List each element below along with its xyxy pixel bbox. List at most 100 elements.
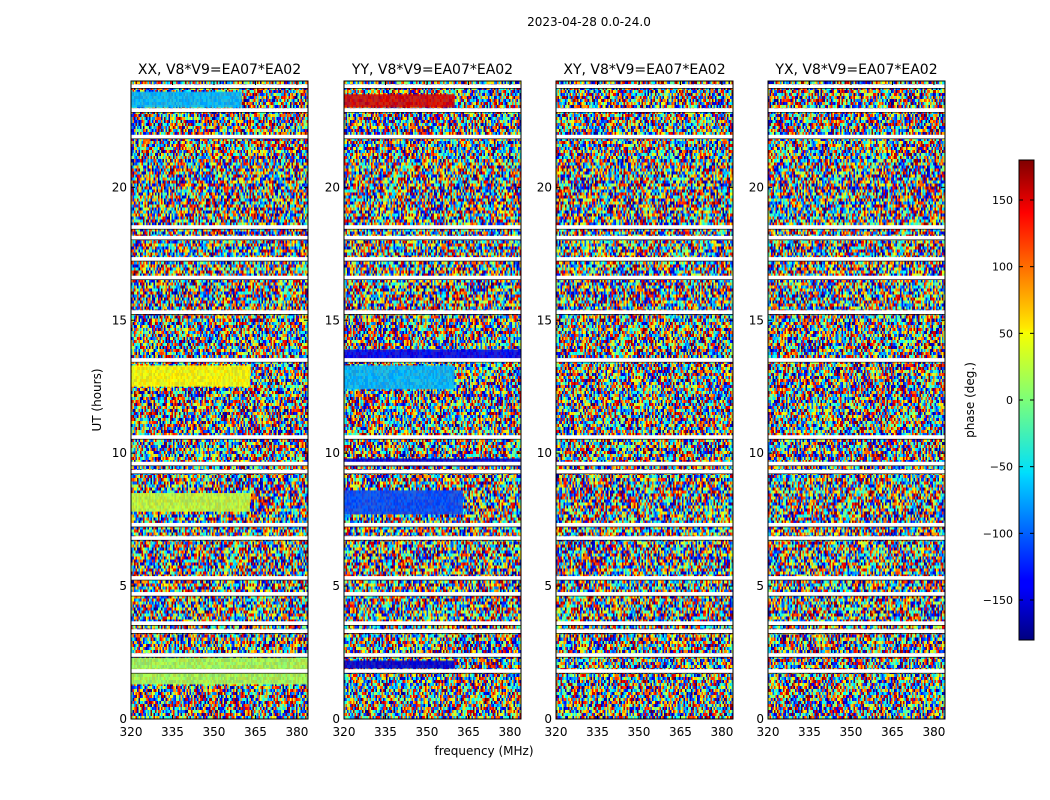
flagged-row-19	[556, 84, 733, 89]
flagged-row-0	[556, 669, 733, 674]
flagged-row-18	[344, 108, 521, 113]
y-tick-label: 5	[119, 579, 127, 593]
flagged-row-11	[344, 358, 521, 363]
flagged-row-14	[768, 257, 945, 262]
flagged-row-3	[344, 621, 521, 626]
colorbar: −150 −100 −50 0 50 100 150 phase (deg.)	[963, 159, 1035, 641]
flagged-row-7	[556, 522, 733, 527]
x-tick-label: 365	[669, 725, 692, 739]
flagged-row-17	[768, 134, 945, 139]
flagged-row-15	[768, 235, 945, 240]
flagged-row-18	[131, 108, 308, 113]
x-tick-label: 335	[798, 725, 821, 739]
flagged-row-12	[131, 310, 308, 315]
flagged-row-0	[131, 669, 308, 674]
flagged-row-14	[344, 257, 521, 262]
flagged-row-17	[556, 134, 733, 139]
flagged-row-16	[344, 225, 521, 230]
y-tick-label: 20	[749, 180, 764, 194]
coherent-band-0	[344, 660, 455, 669]
colorbar-ticks: −150 −100 −50 0 50 100 150	[983, 194, 1034, 607]
flagged-row-8	[556, 469, 733, 474]
flagged-row-8	[344, 469, 521, 474]
flagged-row-12	[556, 310, 733, 315]
x-tick-label: 365	[244, 725, 267, 739]
flagged-row-4	[768, 592, 945, 597]
y-tick-label: 0	[544, 712, 552, 726]
flagged-row-1	[131, 653, 308, 658]
flagged-row-3	[131, 621, 308, 626]
flagged-row-15	[556, 235, 733, 240]
flagged-row-7	[131, 522, 308, 527]
phase-noise-raster	[131, 81, 308, 719]
flagged-row-0	[768, 669, 945, 674]
flagged-row-11	[131, 358, 308, 363]
figure-suptitle: 2023-04-28 0.0-24.0	[527, 15, 651, 29]
flagged-row-1	[768, 653, 945, 658]
flagged-row-0	[344, 669, 521, 674]
flagged-row-10	[556, 435, 733, 440]
flagged-row-18	[556, 108, 733, 113]
flagged-row-17	[344, 134, 521, 139]
x-tick-label: 380	[922, 725, 945, 739]
panels-layer: XX, V8*V9=EA07*EA02 320 335 350 365 380 0 5 10 15…	[112, 62, 946, 739]
phase-noise-raster	[556, 81, 733, 719]
x-tick-label: 320	[333, 725, 356, 739]
y-tick-label: 5	[544, 579, 552, 593]
flagged-row-13	[131, 275, 308, 280]
x-tick-label: 335	[161, 725, 184, 739]
y-tick-label: 10	[112, 446, 127, 460]
coherent-band-5	[344, 94, 455, 108]
flagged-row-11	[556, 358, 733, 363]
y-tick-label: 20	[325, 180, 340, 194]
x-tick-label: 350	[203, 725, 226, 739]
flagged-row-18	[768, 108, 945, 113]
flagged-row-4	[344, 592, 521, 597]
phase-noise-raster	[344, 81, 521, 719]
flagged-row-9	[556, 461, 733, 466]
flagged-row-13	[344, 275, 521, 280]
x-tick-label: 320	[757, 725, 780, 739]
y-tick-label: 5	[756, 579, 764, 593]
y-tick-label: 15	[749, 313, 764, 327]
flagged-row-15	[131, 235, 308, 240]
y-tick-label: 0	[756, 712, 764, 726]
flagged-row-3	[556, 621, 733, 626]
flagged-row-16	[556, 225, 733, 230]
panel-xx: XX, V8*V9=EA07*EA02 320 335 350 365 380 0 5 10 15…	[112, 62, 309, 739]
flagged-row-19	[344, 84, 521, 89]
flagged-row-12	[768, 310, 945, 315]
panel-title: XX, V8*V9=EA07*EA02	[138, 62, 301, 78]
flagged-row-3	[768, 621, 945, 626]
panel-frame	[767, 80, 946, 720]
y-tick-label: 15	[537, 313, 552, 327]
flagged-row-9	[131, 461, 308, 466]
flagged-row-14	[556, 257, 733, 262]
y-tick-label: 20	[537, 180, 552, 194]
flagged-row-10	[768, 435, 945, 440]
colorbar-label: phase (deg.)	[963, 362, 977, 438]
coherent-band-3	[344, 365, 455, 390]
panel-yy: YY, V8*V9=EA07*EA02 320 335 350 365 380 0 5 10 15…	[325, 62, 522, 739]
x-tick-label: 380	[498, 725, 521, 739]
flagged-row-11	[768, 358, 945, 363]
x-tick-label: 350	[840, 725, 863, 739]
y-axis-label: UT (hours)	[90, 368, 104, 431]
flagged-row-4	[131, 592, 308, 597]
flagged-row-17	[131, 134, 308, 139]
x-tick-label: 335	[374, 725, 397, 739]
colorbar-tick-label: 0	[1006, 394, 1013, 407]
panel-xy: XY, V8*V9=EA07*EA02 320 335 350 365 380 0 5 10 15…	[537, 62, 734, 739]
flagged-row-7	[768, 522, 945, 527]
flagged-row-19	[131, 84, 308, 89]
y-tick-label: 15	[112, 313, 127, 327]
coherent-band-4	[344, 349, 521, 361]
x-tick-label: 380	[285, 725, 308, 739]
y-tick-label: 10	[325, 446, 340, 460]
flagged-row-15	[344, 235, 521, 240]
coherent-band-1	[131, 493, 250, 512]
flagged-row-2	[768, 629, 945, 634]
flagged-row-13	[768, 275, 945, 280]
flagged-row-6	[556, 536, 733, 541]
